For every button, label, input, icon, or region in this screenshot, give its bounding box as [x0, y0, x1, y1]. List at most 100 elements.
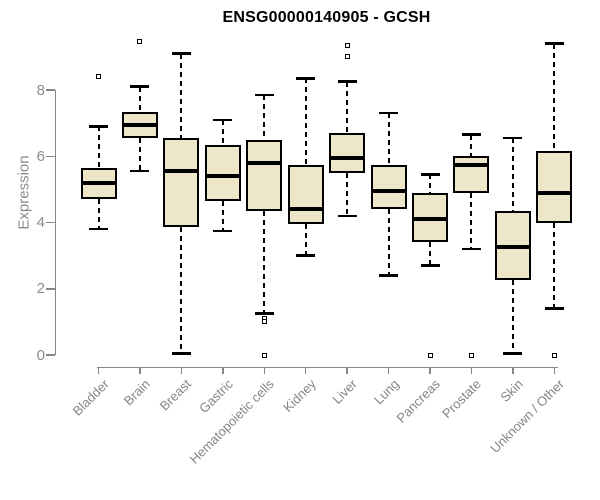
- whisker-upper-kidney: [304, 78, 307, 165]
- whisker-upper-bladder: [97, 126, 100, 168]
- y-tick: [46, 354, 55, 356]
- median-gastric: [204, 174, 241, 179]
- whisker-cap-upper-brain: [130, 85, 150, 88]
- whisker-lower-liver: [346, 172, 349, 216]
- outlier-bladder: [96, 74, 101, 80]
- whisker-cap-upper-breast: [171, 52, 191, 55]
- whisker-cap-upper-unknown-other: [544, 42, 564, 45]
- x-tick: [512, 368, 514, 374]
- y-axis-line: [54, 90, 56, 355]
- median-breast: [163, 169, 200, 174]
- whisker-cap-lower-pancreas: [420, 264, 440, 267]
- chart-title: ENSG00000140905 - GCSH: [222, 9, 431, 26]
- whisker-lower-breast: [180, 227, 183, 354]
- x-tick: [429, 368, 431, 374]
- y-tick-label: 6: [36, 147, 45, 165]
- box-lung: [370, 164, 407, 210]
- y-tick-label: 8: [36, 81, 45, 99]
- whisker-cap-lower-skin: [503, 352, 523, 355]
- y-tick: [46, 155, 55, 157]
- whisker-upper-lung: [387, 113, 390, 165]
- x-tick: [304, 368, 307, 374]
- whisker-upper-gastric: [221, 119, 224, 145]
- outlier-hematopoietic-cells: [261, 352, 267, 358]
- whisker-cap-upper-lung: [379, 111, 399, 115]
- median-lung: [370, 189, 407, 194]
- outlier-pancreas: [427, 352, 433, 358]
- whisker-lower-prostate: [470, 192, 473, 249]
- median-pancreas: [412, 217, 449, 222]
- box-hematopoietic-cells: [246, 139, 283, 211]
- whisker-cap-lower-lung: [379, 274, 399, 277]
- outlier-hematopoietic-cells: [261, 319, 267, 325]
- y-tick-label: 0: [36, 346, 45, 364]
- whisker-cap-lower-kidney: [296, 254, 316, 257]
- y-tick-label: 4: [36, 214, 45, 231]
- x-tick: [470, 368, 473, 374]
- whisker-cap-lower-gastric: [213, 229, 233, 233]
- box-unknown-other: [536, 151, 573, 223]
- whisker-upper-breast: [180, 53, 183, 139]
- whisker-lower-skin: [511, 280, 514, 354]
- y-tick: [46, 89, 55, 91]
- x-tick: [553, 368, 556, 374]
- whisker-upper-unknown-other: [553, 43, 556, 152]
- whisker-upper-brain: [138, 86, 141, 112]
- whisker-cap-upper-skin: [503, 136, 523, 140]
- whisker-lower-kidney: [304, 224, 307, 256]
- whisker-cap-upper-hematopoietic-cells: [254, 93, 274, 97]
- x-tick: [97, 368, 100, 374]
- x-tick: [139, 368, 141, 374]
- median-prostate: [453, 162, 490, 167]
- whisker-upper-skin: [511, 138, 514, 211]
- x-tick: [346, 368, 348, 374]
- median-kidney: [287, 207, 324, 212]
- whisker-upper-hematopoietic-cells: [263, 94, 266, 140]
- box-gastric: [204, 144, 241, 201]
- box-liver: [329, 133, 366, 173]
- y-tick: [46, 221, 55, 224]
- box-breast: [163, 138, 200, 228]
- whisker-upper-pancreas: [429, 174, 432, 193]
- outlier-unknown-other: [551, 352, 557, 358]
- whisker-lower-unknown-other: [553, 222, 556, 309]
- whisker-cap-lower-hematopoietic-cells: [254, 312, 274, 315]
- whisker-cap-lower-liver: [337, 214, 357, 218]
- median-hematopoietic-cells: [246, 160, 283, 165]
- median-brain: [121, 122, 158, 127]
- box-prostate: [453, 156, 490, 193]
- whisker-upper-liver: [346, 81, 349, 134]
- outlier-brain: [137, 39, 143, 45]
- median-liver: [329, 155, 366, 160]
- x-tick: [387, 368, 390, 374]
- whisker-cap-lower-breast: [171, 352, 191, 355]
- whisker-lower-bladder: [97, 199, 100, 230]
- x-axis-line: [97, 366, 558, 368]
- whisker-cap-upper-gastric: [213, 118, 233, 122]
- whisker-lower-hematopoietic-cells: [263, 210, 266, 314]
- median-unknown-other: [536, 190, 573, 195]
- whisker-cap-upper-bladder: [89, 125, 108, 128]
- whisker-lower-gastric: [221, 200, 224, 231]
- outlier-liver: [344, 54, 350, 60]
- whisker-cap-lower-bladder: [89, 227, 108, 231]
- outlier-prostate: [468, 352, 474, 358]
- whisker-lower-brain: [138, 138, 141, 172]
- median-bladder: [80, 180, 117, 185]
- y-axis-title: Expression: [15, 155, 33, 230]
- whisker-cap-lower-unknown-other: [544, 307, 564, 310]
- whisker-cap-upper-pancreas: [420, 173, 440, 176]
- whisker-lower-pancreas: [429, 242, 432, 266]
- y-tick: [46, 288, 55, 290]
- x-tick: [263, 368, 265, 374]
- whisker-lower-lung: [387, 209, 390, 276]
- whisker-cap-lower-prostate: [461, 247, 481, 251]
- whisker-upper-prostate: [470, 134, 473, 157]
- whisker-cap-upper-prostate: [461, 133, 481, 136]
- outlier-liver: [344, 42, 350, 48]
- box-kidney: [287, 164, 324, 225]
- y-tick-label: 2: [36, 280, 45, 298]
- median-skin: [494, 245, 531, 250]
- whisker-cap-upper-kidney: [296, 77, 316, 80]
